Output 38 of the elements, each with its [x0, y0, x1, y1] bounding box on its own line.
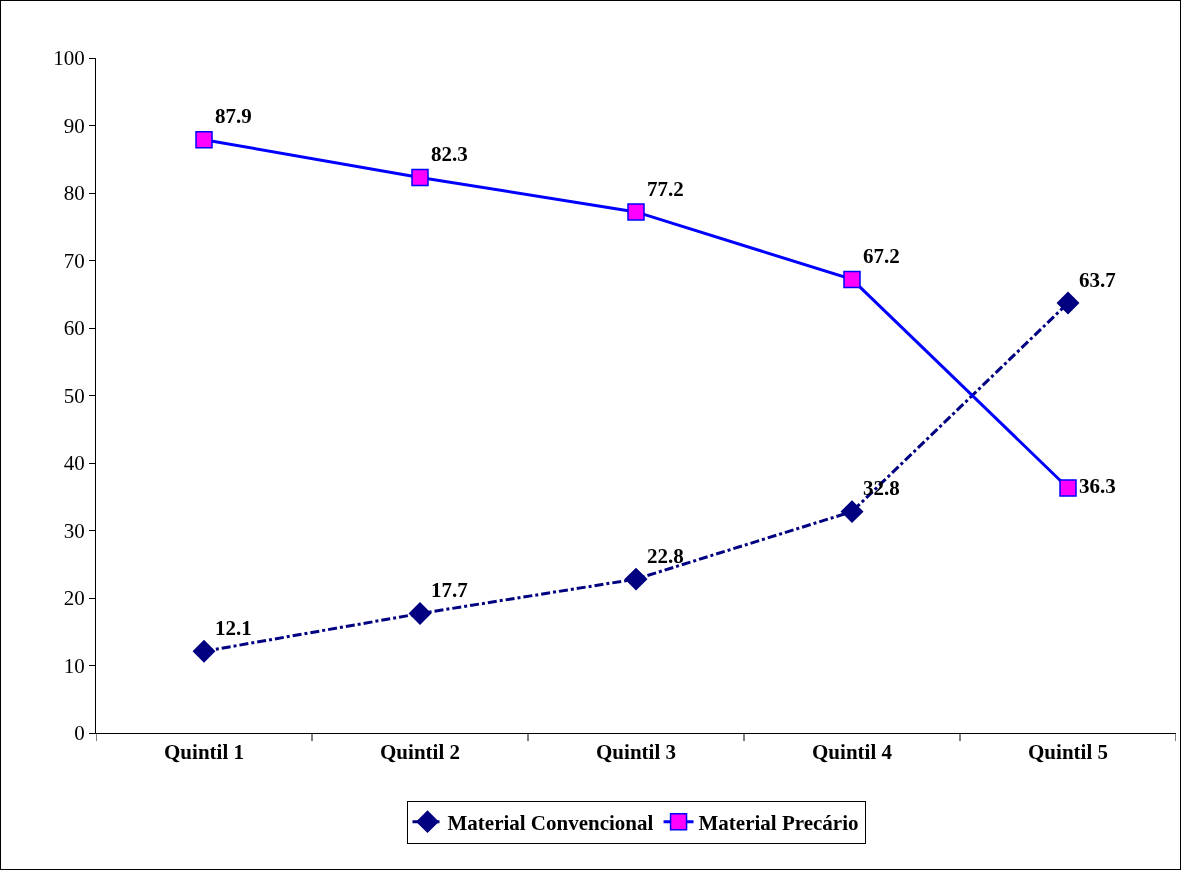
y-tick-label: 0: [74, 721, 85, 746]
legend-label: Material Convencional: [447, 810, 654, 835]
point: [195, 130, 213, 149]
y-tick-label: 10: [63, 653, 85, 678]
x-tick-label: Quintil 3: [596, 740, 676, 765]
point: [843, 270, 861, 289]
y-tick-label: 60: [63, 316, 85, 341]
x-tick-label: Quintil 1: [164, 740, 244, 765]
data-label: 77.2: [647, 176, 684, 201]
point: [624, 567, 648, 591]
data-label: 67.2: [863, 244, 900, 269]
y-tick-label: 20: [63, 586, 85, 611]
y-tick-label: 30: [63, 518, 85, 543]
data-label: 22.8: [647, 543, 684, 568]
x-tick-label: Quintil 4: [812, 740, 893, 765]
data-label: 17.7: [431, 578, 468, 603]
x-tick-label: Quintil 2: [380, 740, 460, 765]
data-label: 12.1: [215, 616, 252, 641]
point: [411, 168, 429, 187]
data-label: 87.9: [215, 104, 252, 129]
point: [408, 602, 432, 625]
y-tick-label: 40: [63, 451, 85, 476]
legend-label: Material Precário: [698, 810, 859, 835]
point: [840, 500, 864, 523]
y-tick-label: 90: [63, 113, 85, 138]
data-label: 32.8: [863, 476, 900, 501]
data-label: 63.7: [1079, 267, 1116, 292]
data-label: 82.3: [431, 142, 468, 167]
point: [1056, 291, 1080, 315]
point: [627, 203, 645, 221]
y-tick-label: 50: [63, 383, 85, 408]
point: [192, 640, 216, 663]
y-tick-label: 100: [53, 46, 85, 71]
data-label: 36.3: [1079, 474, 1116, 499]
x-tick-label: Quintil 5: [1028, 740, 1108, 765]
point: [1059, 479, 1077, 497]
y-tick-label: 80: [63, 181, 85, 206]
y-tick-label: 70: [63, 248, 85, 273]
